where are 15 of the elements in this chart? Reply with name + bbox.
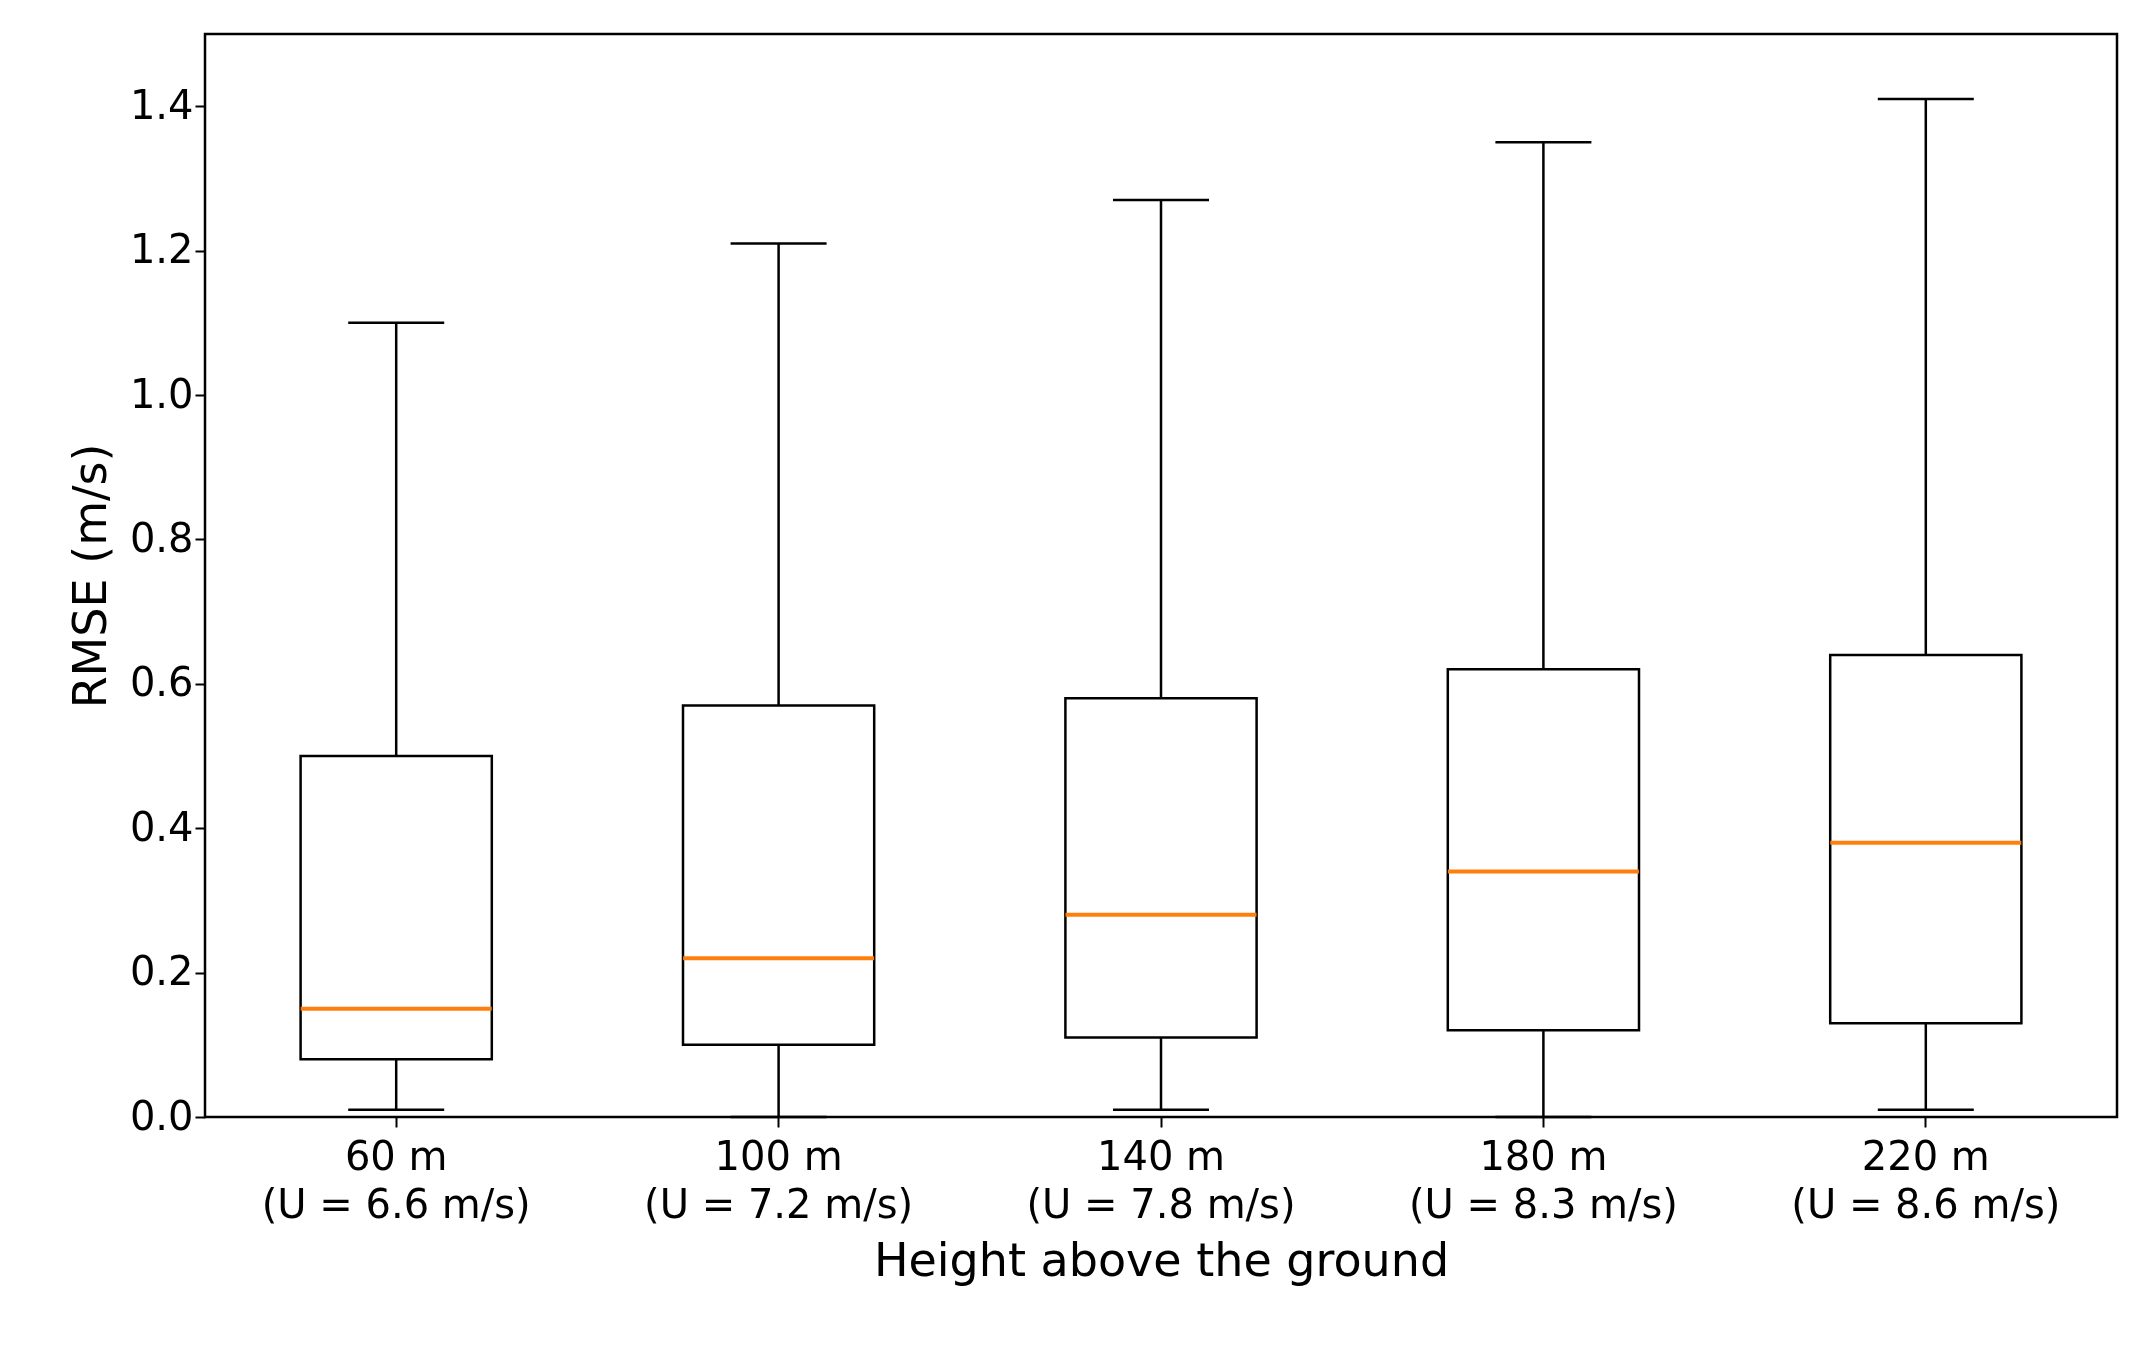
x-tick-label: 100 m (U = 7.2 m/s) <box>644 1132 914 1227</box>
y-tick-label: 1.2 <box>129 226 194 273</box>
y-tick-label: 0.6 <box>129 659 194 706</box>
y-tick-label: 0.4 <box>129 803 194 850</box>
x-tick-label: 180 m (U = 8.3 m/s) <box>1408 1132 1678 1227</box>
y-tick-label: 1.4 <box>129 81 194 128</box>
y-axis-title: RMSE (m/s) <box>62 443 117 709</box>
y-tick-label: 0.8 <box>129 514 194 561</box>
x-tick-label: 220 m (U = 8.6 m/s) <box>1791 1132 2061 1227</box>
x-tick-label: 60 m (U = 6.6 m/s) <box>261 1132 531 1227</box>
x-tick-label: 140 m (U = 7.8 m/s) <box>1026 1132 1296 1227</box>
y-tick-label: 0.2 <box>129 948 194 995</box>
x-axis-title: Height above the ground <box>873 1232 1450 1287</box>
y-tick-label: 1.0 <box>129 370 194 417</box>
y-tick-label: 0.0 <box>129 1092 194 1139</box>
